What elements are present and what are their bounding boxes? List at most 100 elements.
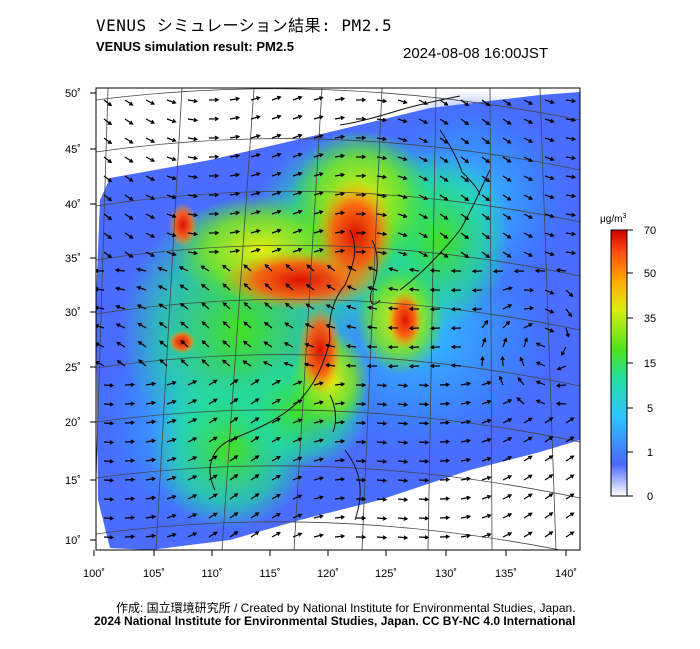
wind-arrow xyxy=(124,382,136,387)
wind-arrow xyxy=(200,265,210,272)
wind-vectors xyxy=(96,95,577,540)
wind-arrow xyxy=(439,458,451,463)
colorbar-tick-label: 35 xyxy=(644,313,656,325)
datetime-label: 2024-08-08 16:00JST xyxy=(403,45,549,62)
wind-arrow xyxy=(502,513,513,519)
wind-arrow xyxy=(208,512,218,519)
wind-arrow xyxy=(271,152,282,158)
wind-arrow xyxy=(124,458,136,463)
wind-arrow xyxy=(460,476,472,482)
wind-arrow xyxy=(166,232,177,238)
wind-arrow xyxy=(397,478,409,483)
wind-arrow xyxy=(292,190,303,196)
wind-arrow xyxy=(471,306,483,312)
wind-arrow xyxy=(523,118,534,124)
wind-arrow xyxy=(418,421,430,426)
wind-arrow xyxy=(166,213,177,219)
wind-arrow xyxy=(544,251,555,256)
wind-arrow xyxy=(565,250,577,256)
wind-arrow xyxy=(334,382,346,387)
wind-arrow xyxy=(418,156,429,162)
wind-arrow xyxy=(397,459,409,464)
wind-arrow xyxy=(502,399,513,405)
wind-arrow xyxy=(397,99,408,105)
colorbar-unit-power: 3 xyxy=(622,213,626,220)
wind-arrow xyxy=(460,419,472,425)
wind-arrow xyxy=(222,302,231,310)
wind-arrow xyxy=(439,420,451,425)
wind-arrow xyxy=(221,264,231,272)
wind-arrow xyxy=(439,118,449,125)
wind-arrow xyxy=(544,194,555,199)
wind-arrow xyxy=(429,363,440,369)
wind-arrow xyxy=(397,535,409,540)
wind-arrow xyxy=(418,251,429,257)
wind-arrow xyxy=(229,248,241,254)
wind-arrow xyxy=(145,118,156,124)
wind-arrow xyxy=(565,289,574,298)
wind-arrow xyxy=(523,337,528,348)
concentration-field xyxy=(96,88,580,550)
wind-arrow xyxy=(283,361,294,367)
lon-label: 125˚ xyxy=(375,568,397,580)
lon-label: 135˚ xyxy=(495,568,517,580)
wind-arrow xyxy=(460,156,470,164)
wind-arrow xyxy=(285,264,294,272)
wind-arrow xyxy=(565,155,577,161)
lon-label: 140˚ xyxy=(555,568,577,580)
wind-arrow xyxy=(376,478,388,483)
wind-arrow xyxy=(502,194,512,201)
wind-arrow xyxy=(200,283,210,291)
wind-arrow xyxy=(387,306,399,311)
wind-arrow xyxy=(355,154,367,160)
wind-arrow xyxy=(229,134,241,140)
wind-arrow xyxy=(103,497,115,502)
wind-arrow xyxy=(229,474,239,481)
wind-arrow xyxy=(439,213,449,220)
wind-arrow xyxy=(292,95,303,101)
wind-arrow xyxy=(355,477,367,483)
wind-arrow xyxy=(450,363,462,368)
wind-arrow xyxy=(229,172,241,178)
wind-arrow xyxy=(439,496,451,501)
wind-arrow xyxy=(376,421,388,426)
lon-label: 105˚ xyxy=(143,568,165,580)
wind-arrow xyxy=(166,99,177,105)
wind-arrow xyxy=(208,398,218,405)
wind-arrow xyxy=(271,209,282,215)
wind-arrow xyxy=(367,266,378,272)
wind-arrow xyxy=(355,192,367,198)
wind-arrow xyxy=(271,532,281,538)
wind-arrow xyxy=(418,175,429,181)
wind-arrow xyxy=(229,379,239,386)
wind-arrow xyxy=(250,210,261,215)
wind-arrow xyxy=(208,493,218,500)
wind-arrow xyxy=(523,287,535,293)
wind-arrow xyxy=(166,475,177,481)
wind-arrow xyxy=(439,439,451,444)
wind-arrow xyxy=(535,380,546,386)
wind-arrow xyxy=(292,399,303,405)
wind-arrow xyxy=(517,377,525,386)
wind-arrow xyxy=(208,249,220,255)
lat-label: 35˚ xyxy=(65,253,81,265)
wind-arrow xyxy=(145,457,157,463)
wind-arrow xyxy=(334,534,346,539)
wind-arrow xyxy=(355,401,367,407)
wind-arrow xyxy=(460,175,470,183)
wind-arrow xyxy=(145,213,156,219)
wind-arrow xyxy=(355,458,367,464)
wind-arrow xyxy=(325,304,336,310)
wind-arrow xyxy=(481,399,492,405)
wind-arrow xyxy=(376,535,388,540)
wind-arrow xyxy=(376,117,388,123)
wind-arrow xyxy=(271,380,281,386)
wind-arrow xyxy=(544,308,555,314)
wind-arrow xyxy=(397,232,408,238)
wind-arrow xyxy=(376,212,388,218)
wind-arrow xyxy=(187,475,198,481)
wind-arrow xyxy=(187,380,198,386)
wind-arrow xyxy=(481,319,489,329)
wind-arrow xyxy=(519,356,525,367)
wind-arrow xyxy=(481,137,491,145)
